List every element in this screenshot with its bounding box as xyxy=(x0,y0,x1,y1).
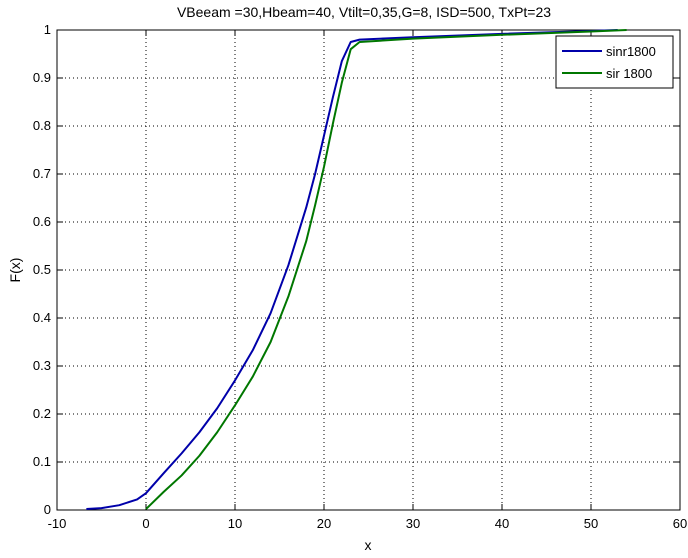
chart-title: VBeeam =30,Hbeam=40, Vtilt=0,35,G=8, ISD… xyxy=(177,4,551,20)
y-tick-label: 0.1 xyxy=(33,454,51,469)
y-tick-label: 0.5 xyxy=(33,262,51,277)
y-tick-label: 1 xyxy=(44,22,51,37)
legend-label-sir-1800: sir 1800 xyxy=(606,66,652,81)
y-axis-label: F(x) xyxy=(7,258,23,283)
x-tick-label: 30 xyxy=(406,516,420,531)
y-tick-label: 0.9 xyxy=(33,70,51,85)
x-axis-label: x xyxy=(365,537,372,553)
series-line-sir-1800 xyxy=(145,29,627,510)
legend-label-sinr1800: sinr1800 xyxy=(606,44,656,59)
series-lines xyxy=(86,29,627,511)
axis-ticks xyxy=(56,29,681,511)
plot-area-border xyxy=(56,29,681,511)
legend: sinr1800 sir 1800 xyxy=(555,35,674,89)
legend-box xyxy=(555,35,674,89)
axis-tick-labels: -10 0 10 20 30 40 50 6000.10.20.30.40.50.60.70.… xyxy=(33,22,687,531)
x-tick-label: 20 xyxy=(317,516,331,531)
y-tick-label: 0.7 xyxy=(33,166,51,181)
y-tick-label: 0.2 xyxy=(33,406,51,421)
y-tick-label: 0 xyxy=(44,502,51,517)
x-tick-label: 60 xyxy=(673,516,687,531)
x-tick-label: 40 xyxy=(495,516,509,531)
series-line-sinr1800 xyxy=(86,29,618,511)
x-tick-label: 50 xyxy=(584,516,598,531)
y-tick-label: 0.3 xyxy=(33,358,51,373)
x-tick-label: 0 xyxy=(142,516,149,531)
x-tick-label: -10 xyxy=(48,516,67,531)
y-tick-label: 0.6 xyxy=(33,214,51,229)
y-tick-label: 0.4 xyxy=(33,310,51,325)
grid xyxy=(57,30,680,510)
x-tick-label: 10 xyxy=(228,516,242,531)
y-tick-label: 0.8 xyxy=(33,118,51,133)
